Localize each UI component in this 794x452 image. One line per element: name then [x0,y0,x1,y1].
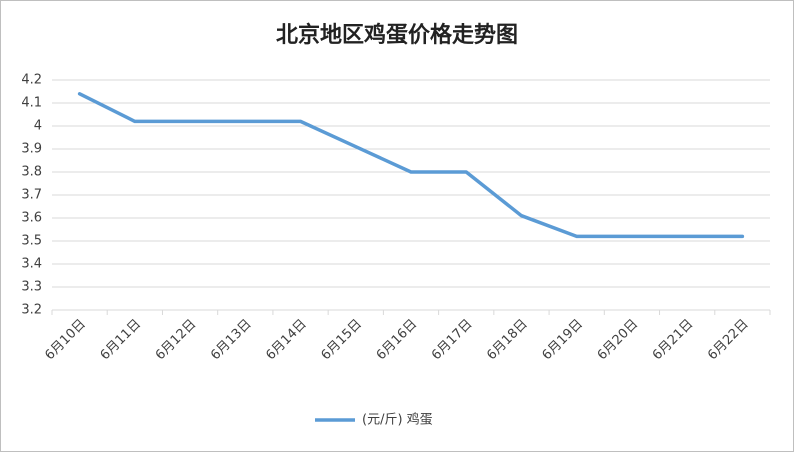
y-tick-label: 3.4 [21,257,42,272]
y-tick-label: 3.9 [21,142,42,157]
y-tick-label: 4.2 [21,73,42,88]
y-tick-label: 3.2 [21,303,42,318]
y-tick-label: 3.5 [21,234,42,249]
line-series [77,92,745,239]
y-tick-label: 3.7 [21,188,42,203]
chart-title: 北京地区鸡蛋价格走势图 [276,22,518,48]
y-tick-label: 3.3 [21,280,42,295]
y-tick-label: 3.8 [21,165,42,180]
y-tick-label: 4 [34,119,42,134]
y-tick-label: 3.6 [21,211,42,226]
legend-label: (元/斤) 鸡蛋 [362,412,433,428]
y-tick-label: 4.1 [21,96,42,111]
